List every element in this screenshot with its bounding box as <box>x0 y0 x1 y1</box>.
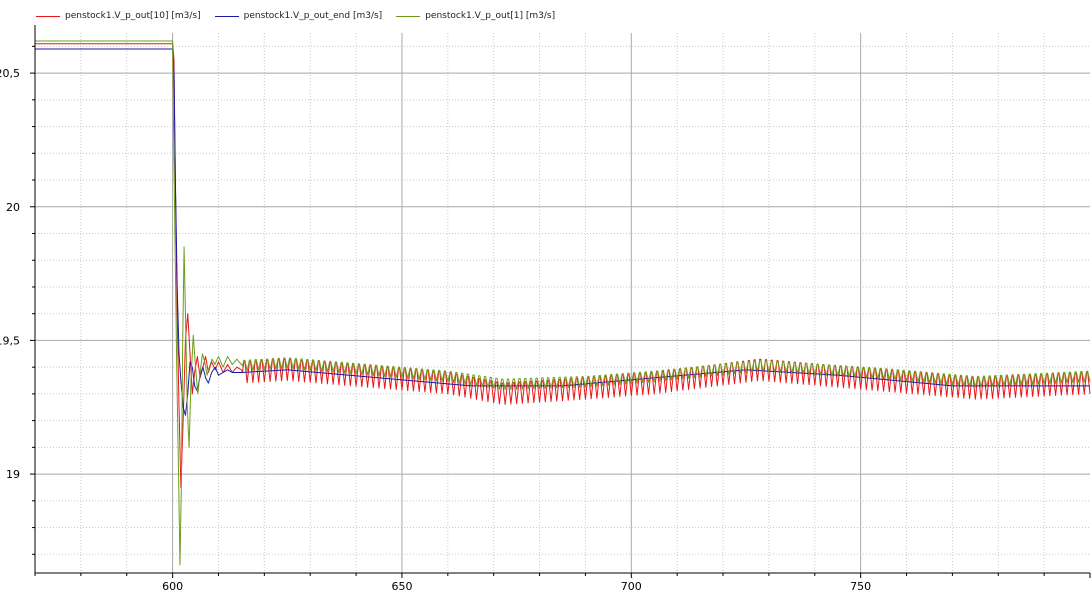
series-layer <box>35 40 1091 566</box>
series-line-1 <box>35 48 1090 416</box>
series-line-0 <box>35 43 1091 488</box>
y-tick-label: 20,5 <box>0 67 20 80</box>
y-tick-label: 20 <box>6 201 20 214</box>
x-tick-label: 700 <box>621 580 642 593</box>
legend-item-series-1[interactable]: penstock1.V_p_out_end [m3/s] <box>214 11 383 21</box>
legend-label-series-1: penstock1.V_p_out_end [m3/s] <box>243 11 383 21</box>
major-grid <box>35 33 1090 573</box>
legend-swatch-series-1 <box>214 15 239 17</box>
axes <box>30 25 1091 578</box>
minor-grid <box>34 33 1090 573</box>
series-line-2 <box>35 40 1091 566</box>
legend-swatch-series-2 <box>396 15 421 17</box>
x-tick-label: 650 <box>391 580 412 593</box>
y-tick-labels: 19 19,5 20 20,5 <box>0 67 20 481</box>
y-tick-label: 19,5 <box>0 334 20 347</box>
x-tick-label: 750 <box>850 580 871 593</box>
y-tick-label: 19 <box>6 468 20 481</box>
legend-label-series-0: penstock1.V_p_out[10] [m3/s] <box>65 11 201 21</box>
legend-label-series-2: penstock1.V_p_out[1] [m3/s] <box>425 11 556 21</box>
legend-item-series-0[interactable]: penstock1.V_p_out[10] [m3/s] <box>36 11 201 21</box>
legend-swatch-series-0 <box>36 15 60 17</box>
x-tick-labels: 600 650 700 750 <box>162 580 871 593</box>
legend-item-series-2[interactable]: penstock1.V_p_out[1] [m3/s] <box>396 11 555 21</box>
chart-legend: penstock1.V_p_out[10] [m3/s] penstock1.V… <box>36 9 569 23</box>
x-tick-label: 600 <box>162 580 183 593</box>
